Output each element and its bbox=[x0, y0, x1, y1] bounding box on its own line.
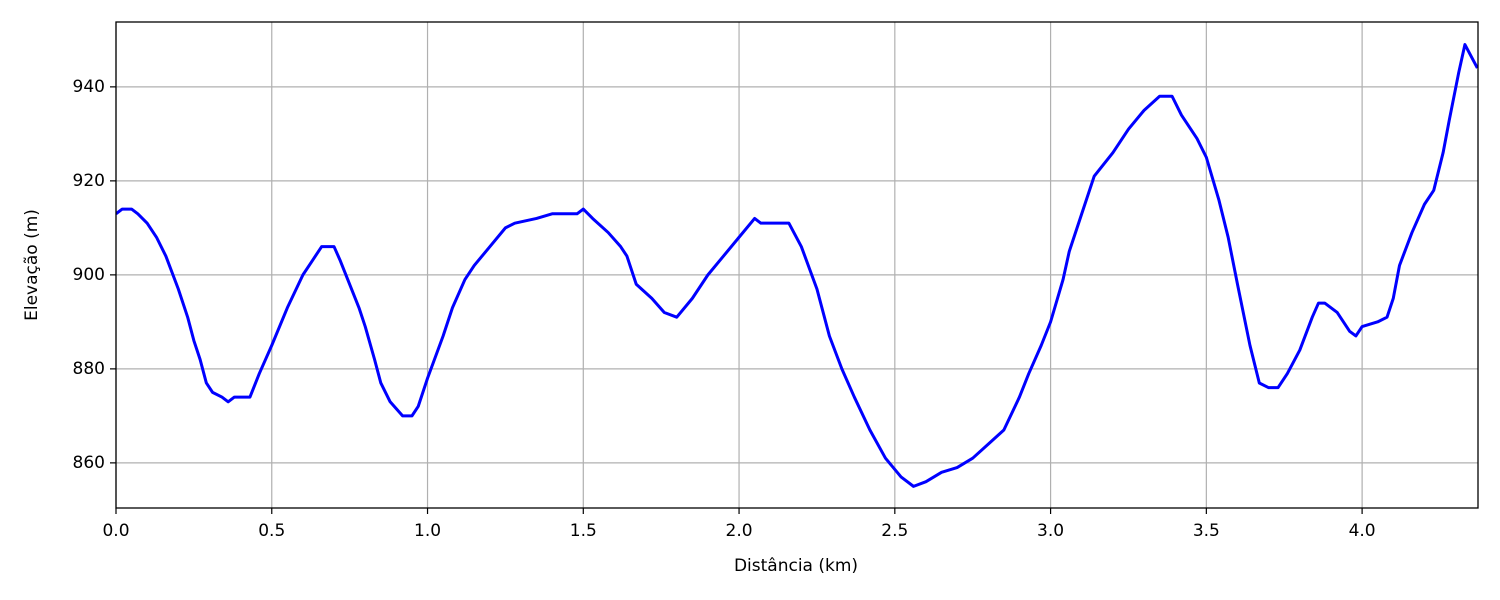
y-tick-label: 880 bbox=[73, 359, 105, 379]
x-tick-label: 4.0 bbox=[1349, 521, 1376, 541]
x-tick-label: 1.5 bbox=[570, 521, 597, 541]
x-tick-label: 2.0 bbox=[726, 521, 753, 541]
y-tick-label: 920 bbox=[73, 171, 105, 191]
x-tick-label: 3.5 bbox=[1193, 521, 1220, 541]
y-tick-label: 860 bbox=[73, 453, 105, 473]
y-tick-label: 900 bbox=[73, 265, 105, 285]
y-axis-label: Elevação (m) bbox=[22, 209, 42, 321]
x-tick-label: 0.0 bbox=[102, 521, 129, 541]
plot-frame bbox=[115, 21, 1479, 509]
y-tick-label: 940 bbox=[73, 77, 105, 97]
elevation-line bbox=[116, 43, 1478, 488]
x-tick-label: 0.5 bbox=[258, 521, 285, 541]
x-axis-label: Distância (km) bbox=[734, 556, 858, 576]
x-tick-label: 1.0 bbox=[414, 521, 441, 541]
x-tick-label: 3.0 bbox=[1037, 521, 1064, 541]
x-tick-label: 2.5 bbox=[881, 521, 908, 541]
